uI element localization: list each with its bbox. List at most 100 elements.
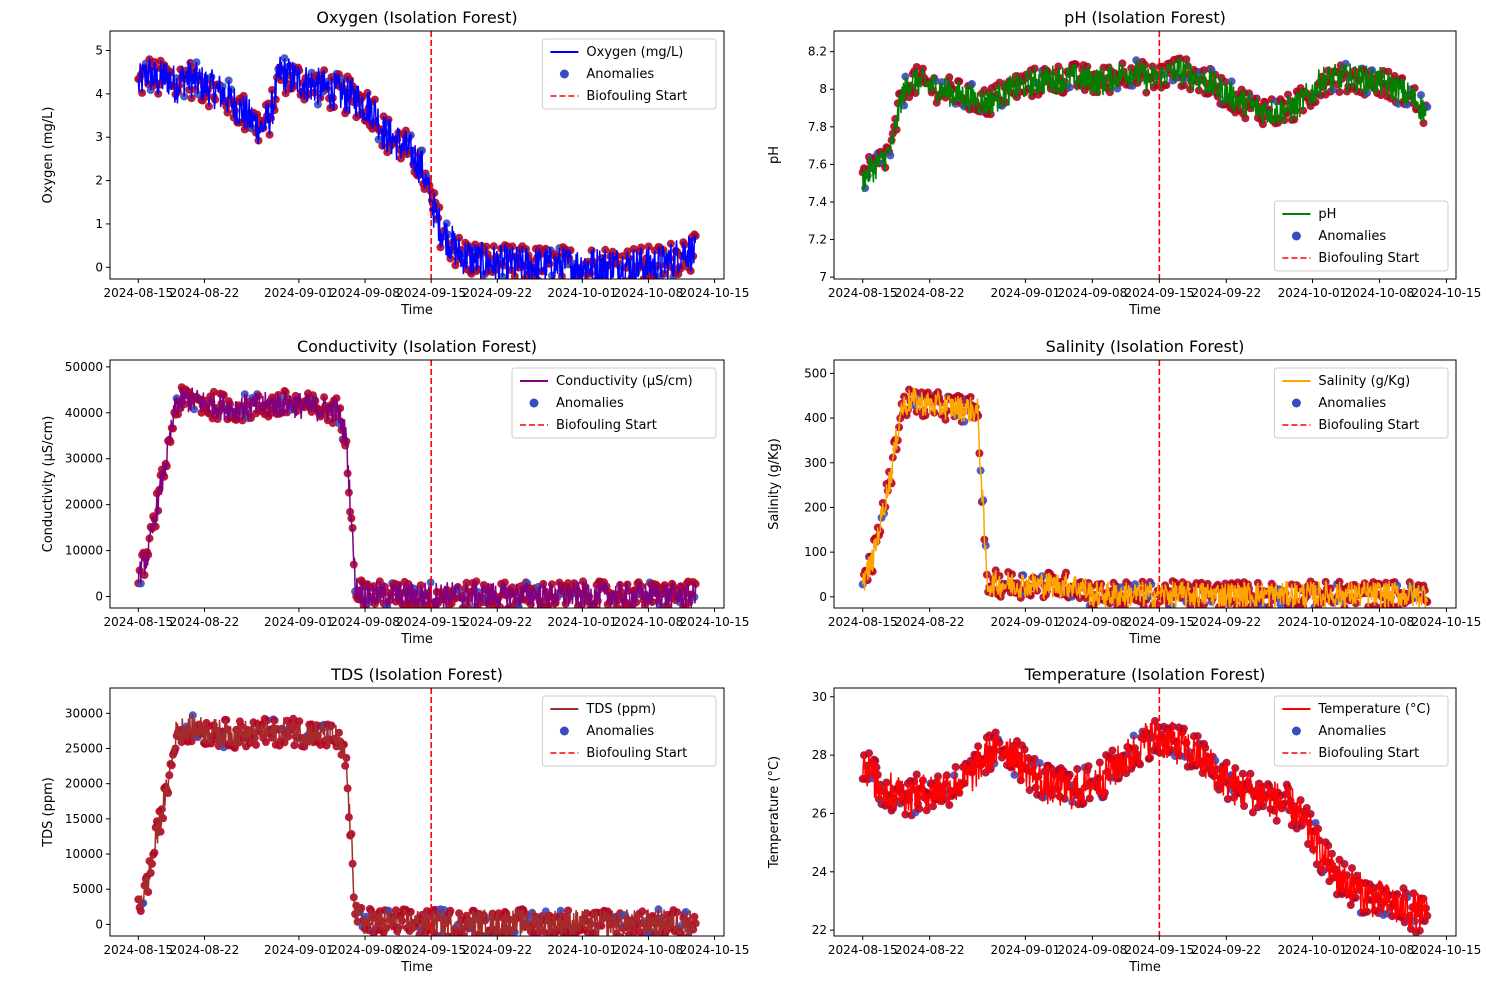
y-axis-label: TDS (ppm): [41, 777, 56, 848]
legend-box: [1273, 367, 1449, 439]
x-tick-label: 2024-10-01: [1278, 615, 1348, 629]
legend-label-series: TDS (ppm): [585, 702, 656, 717]
chart-title: Conductivity (Isolation Forest): [297, 337, 537, 356]
y-tick-label: 7.8: [808, 120, 827, 134]
chart-title: Temperature (Isolation Forest): [1024, 665, 1266, 684]
x-axis-label: Time: [1128, 960, 1161, 975]
axes-frame: [109, 30, 725, 280]
x-tick-label: 2024-09-08: [330, 286, 400, 300]
legend-label-anomalies: Anomalies: [1318, 229, 1386, 244]
x-tick-label: 2024-10-08: [1345, 615, 1415, 629]
y-tick-label: 5000: [72, 882, 103, 896]
legend-box: [1273, 200, 1449, 272]
x-tick-label: 2024-08-15: [103, 615, 173, 629]
legend-box: [1273, 695, 1449, 767]
y-tick-label: 7: [819, 270, 827, 284]
x-tick-label: 2024-09-22: [462, 615, 532, 629]
y-tick-label: 10000: [65, 544, 103, 558]
legend-swatch-anomalies: [1291, 726, 1301, 736]
y-tick-label: 30000: [65, 452, 103, 466]
x-tick-label: 2024-09-01: [264, 286, 334, 300]
x-tick-label: 2024-09-22: [1191, 286, 1261, 300]
x-tick-label: 2024-09-22: [1191, 943, 1261, 957]
y-tick-label: 200: [804, 500, 827, 514]
y-tick-label: 400: [804, 411, 827, 425]
x-tick-label: 2024-10-15: [680, 943, 750, 957]
x-tick-label: 2024-10-08: [614, 286, 684, 300]
x-tick-label: 2024-09-22: [1191, 615, 1261, 629]
x-tick-label: 2024-10-01: [1278, 286, 1348, 300]
x-tick-label: 2024-10-15: [680, 286, 750, 300]
x-tick-label: 2024-09-15: [1124, 943, 1194, 957]
y-tick-label: 22: [812, 923, 827, 937]
legend-box: [541, 695, 717, 767]
y-tick-label: 25000: [65, 742, 103, 756]
legend-label-threshold: Biofouling Start: [1318, 418, 1419, 433]
x-tick-label: 2024-10-01: [1278, 943, 1348, 957]
y-tick-label: 0: [95, 590, 103, 604]
x-axis-label: Time: [400, 303, 433, 318]
legend-label-anomalies: Anomalies: [556, 396, 624, 411]
x-tick-label: 2024-08-22: [895, 943, 965, 957]
y-tick-label: 30: [812, 690, 827, 704]
y-axis-label: Salinity (g/Kg): [767, 438, 782, 530]
x-axis-label: Time: [1128, 632, 1161, 647]
x-tick-label: 2024-09-15: [396, 615, 466, 629]
y-tick-label: 5: [95, 44, 103, 58]
x-tick-label: 2024-09-01: [991, 286, 1061, 300]
plot-area: [134, 31, 700, 279]
x-tick-label: 2024-09-01: [991, 615, 1061, 629]
y-tick-label: 15000: [65, 812, 103, 826]
y-tick-label: 10000: [65, 847, 103, 861]
y-tick-label: 0: [819, 590, 827, 604]
legend-box: [511, 367, 717, 439]
x-tick-label: 2024-10-15: [1412, 943, 1482, 957]
legend-label-series: Oxygen (mg/L): [586, 45, 683, 60]
legend-swatch-anomalies: [1291, 231, 1301, 241]
plot-area: [858, 31, 1432, 279]
y-tick-label: 7.4: [808, 195, 827, 209]
axes-frame: [109, 687, 725, 937]
y-tick-label: 20000: [65, 777, 103, 791]
x-tick-label: 2024-09-01: [991, 943, 1061, 957]
chart-4: 0 5000 10000 15000 20000 25000 30000 2024-08-15…: [41, 665, 749, 975]
x-tick-label: 2024-08-15: [103, 943, 173, 957]
y-tick-label: 1: [95, 217, 103, 231]
plot-area: [858, 688, 1432, 936]
legend: Salinity (g/Kg) Anomalies Biofouling Start: [1273, 367, 1449, 439]
x-tick-label: 2024-09-08: [1057, 615, 1127, 629]
x-tick-label: 2024-09-08: [1057, 286, 1127, 300]
series-line: [861, 387, 1429, 608]
y-tick-label: 0: [95, 260, 103, 274]
y-axis-label: pH: [767, 146, 782, 164]
x-tick-label: 2024-08-22: [170, 286, 240, 300]
x-tick-label: 2024-08-22: [895, 286, 965, 300]
legend-label-series: Temperature (°C): [1317, 702, 1430, 717]
plot-area: [134, 360, 700, 608]
series-line: [861, 56, 1428, 192]
series-line: [137, 387, 697, 608]
legend-label-threshold: Biofouling Start: [586, 746, 687, 761]
legend-label-anomalies: Anomalies: [586, 67, 654, 82]
legend-label-anomalies: Anomalies: [1318, 396, 1386, 411]
legend: Oxygen (mg/L) Anomalies Biofouling Start: [541, 38, 717, 110]
x-axis-label: Time: [1128, 303, 1161, 318]
x-tick-label: 2024-10-08: [1345, 286, 1415, 300]
x-tick-label: 2024-09-15: [396, 286, 466, 300]
legend-swatch-anomalies: [559, 69, 569, 79]
axes-frame: [833, 359, 1457, 609]
y-tick-label: 300: [804, 456, 827, 470]
series-line: [137, 712, 697, 936]
x-tick-label: 2024-09-22: [462, 286, 532, 300]
chart-title: Oxygen (Isolation Forest): [316, 8, 517, 27]
y-tick-label: 0: [95, 917, 103, 931]
y-tick-label: 30000: [65, 706, 103, 720]
y-tick-label: 50000: [65, 360, 103, 374]
y-tick-label: 7.2: [808, 233, 827, 247]
y-tick-label: 24: [812, 865, 827, 879]
y-axis-label: Conductivity (µS/cm): [41, 416, 56, 553]
x-tick-label: 2024-09-01: [264, 615, 334, 629]
x-tick-label: 2024-10-01: [547, 615, 617, 629]
x-tick-label: 2024-08-22: [895, 615, 965, 629]
